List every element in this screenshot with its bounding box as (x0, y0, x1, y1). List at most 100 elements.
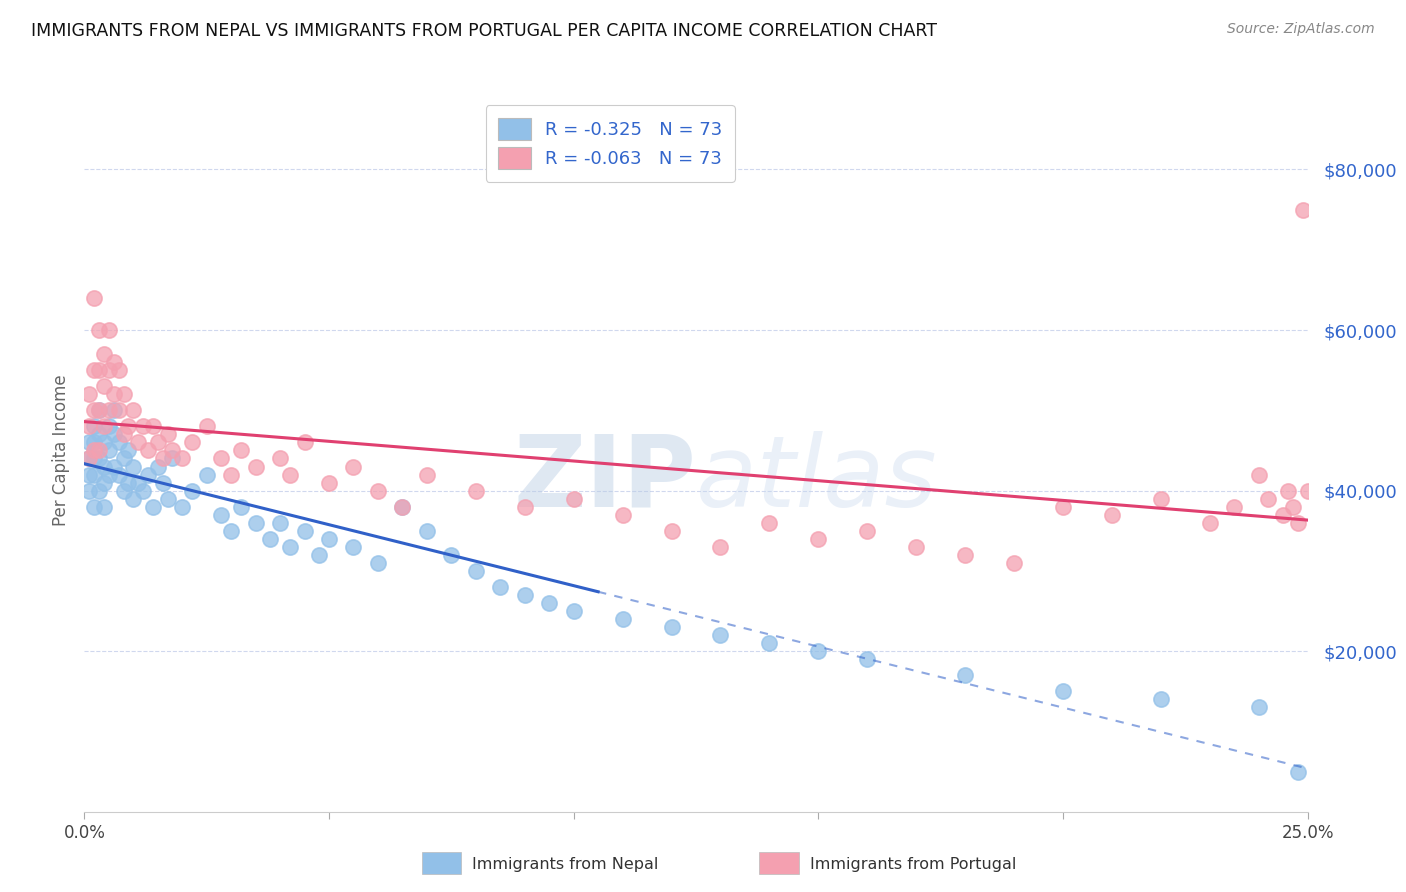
Point (142, 419, 165, 434)
Point (93, 475, 115, 490)
Point (513, 500, 536, 514)
Point (162, 443, 184, 458)
Text: Immigrants from Nepal: Immigrants from Nepal (472, 857, 659, 871)
Point (245, 459, 267, 474)
Point (107, 363, 129, 377)
Text: ZIP: ZIP (513, 431, 696, 528)
Point (112, 427, 135, 442)
Point (661, 524, 683, 538)
Point (464, 564, 486, 578)
Point (156, 427, 179, 442)
Point (1150, 692, 1173, 706)
Text: Source: ZipAtlas.com: Source: ZipAtlas.com (1227, 22, 1375, 37)
Point (308, 548, 330, 562)
Point (83, 467, 105, 482)
Point (709, 628, 731, 642)
Point (87, 403, 110, 417)
Point (156, 491, 179, 506)
Point (83, 291, 105, 305)
Point (93, 347, 115, 361)
Point (146, 459, 169, 474)
Point (87, 323, 110, 337)
Point (318, 532, 340, 546)
Point (440, 548, 463, 562)
Point (87, 483, 110, 498)
Point (294, 524, 316, 538)
Point (83, 419, 105, 434)
Point (464, 483, 486, 498)
Point (342, 540, 364, 554)
Point (136, 443, 159, 458)
Point (1052, 500, 1074, 514)
Point (77, 451, 100, 466)
Point (97, 403, 120, 417)
Point (152, 475, 174, 490)
Point (229, 500, 252, 514)
Point (181, 483, 204, 498)
Point (1257, 491, 1279, 506)
Point (181, 435, 204, 450)
Point (77, 435, 100, 450)
Point (83, 443, 105, 458)
Point (612, 508, 634, 522)
Point (97, 443, 120, 458)
Point (229, 443, 252, 458)
Point (391, 500, 413, 514)
Point (1198, 516, 1220, 530)
Y-axis label: Per Capita Income: Per Capita Income (52, 375, 70, 526)
Point (758, 516, 780, 530)
Point (142, 500, 165, 514)
Point (97, 323, 120, 337)
Point (1272, 508, 1295, 522)
Point (83, 500, 105, 514)
Point (1052, 684, 1074, 698)
Point (209, 451, 232, 466)
Point (195, 419, 218, 434)
Point (117, 443, 139, 458)
Point (122, 491, 145, 506)
Point (172, 500, 194, 514)
Point (195, 467, 218, 482)
Point (97, 467, 120, 482)
Point (1247, 700, 1270, 714)
Point (107, 435, 129, 450)
Point (93, 435, 115, 450)
Point (77, 451, 100, 466)
Point (103, 427, 125, 442)
Point (562, 604, 585, 618)
Point (856, 652, 879, 666)
Point (83, 435, 105, 450)
Point (1223, 500, 1246, 514)
Point (416, 467, 439, 482)
Point (152, 451, 174, 466)
Point (245, 516, 267, 530)
Point (103, 403, 125, 417)
Point (278, 540, 301, 554)
Point (1296, 483, 1319, 498)
Text: IMMIGRANTS FROM NEPAL VS IMMIGRANTS FROM PORTUGAL PER CAPITA INCOME CORRELATION : IMMIGRANTS FROM NEPAL VS IMMIGRANTS FROM… (31, 22, 936, 40)
Point (77, 467, 100, 482)
Point (538, 596, 561, 610)
Point (122, 403, 145, 417)
Point (93, 379, 115, 393)
Point (127, 435, 149, 450)
Point (83, 403, 105, 417)
Point (97, 419, 120, 434)
Point (612, 612, 634, 626)
Point (172, 451, 194, 466)
Point (1101, 508, 1123, 522)
Point (146, 435, 169, 450)
Point (117, 475, 139, 490)
Text: Immigrants from Portugal: Immigrants from Portugal (810, 857, 1017, 871)
Point (103, 355, 125, 369)
Point (269, 451, 291, 466)
Point (278, 467, 301, 482)
Point (758, 636, 780, 650)
Point (103, 387, 125, 401)
Point (513, 588, 536, 602)
Point (318, 475, 340, 490)
Point (1150, 491, 1173, 506)
Point (1277, 483, 1299, 498)
Point (87, 427, 110, 442)
Point (87, 403, 110, 417)
